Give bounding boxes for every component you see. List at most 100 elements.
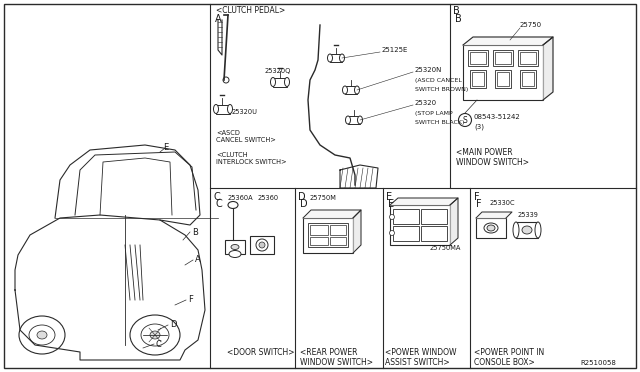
- Text: WINDOW SWITCH>: WINDOW SWITCH>: [456, 158, 529, 167]
- Ellipse shape: [328, 54, 333, 62]
- Text: R2510058: R2510058: [580, 360, 616, 366]
- Ellipse shape: [513, 222, 519, 238]
- Text: B: B: [192, 228, 198, 237]
- Polygon shape: [543, 37, 553, 100]
- Polygon shape: [390, 198, 458, 205]
- Text: <DOOR SWITCH>: <DOOR SWITCH>: [227, 348, 294, 357]
- Text: D: D: [300, 199, 308, 209]
- Bar: [463, 45, 543, 100]
- Bar: [303, 218, 353, 253]
- Text: 25750: 25750: [520, 22, 542, 28]
- Bar: [518, 50, 538, 66]
- Text: 25360A: 25360A: [228, 195, 253, 201]
- Text: SWITCH BROWN): SWITCH BROWN): [415, 87, 468, 92]
- Text: 25339: 25339: [518, 212, 539, 218]
- Polygon shape: [450, 198, 458, 245]
- Bar: [330, 54, 342, 62]
- Ellipse shape: [487, 225, 495, 231]
- Text: B: B: [455, 14, 461, 24]
- Bar: [516, 222, 538, 238]
- Polygon shape: [463, 37, 553, 45]
- Text: 25330C: 25330C: [490, 200, 516, 206]
- Ellipse shape: [19, 316, 65, 354]
- Text: <MAIN POWER: <MAIN POWER: [456, 148, 513, 157]
- Text: F: F: [476, 199, 482, 209]
- Text: E: E: [388, 199, 394, 209]
- Text: <POWER WINDOW: <POWER WINDOW: [385, 348, 456, 357]
- Text: 25750M: 25750M: [310, 195, 337, 201]
- Ellipse shape: [522, 226, 532, 234]
- Text: CONSOLE BOX>: CONSOLE BOX>: [474, 358, 535, 367]
- Ellipse shape: [29, 325, 55, 345]
- Bar: [421, 226, 447, 241]
- Ellipse shape: [358, 116, 362, 124]
- Bar: [470, 70, 486, 88]
- Bar: [250, 236, 274, 254]
- Ellipse shape: [484, 223, 498, 233]
- Bar: [522, 72, 534, 86]
- Text: <POWER POINT IN: <POWER POINT IN: [474, 348, 544, 357]
- Text: A: A: [215, 14, 221, 24]
- Text: E: E: [163, 143, 168, 152]
- Text: 25750MA: 25750MA: [430, 245, 461, 251]
- Text: (STOP LAMP: (STOP LAMP: [415, 111, 452, 116]
- Ellipse shape: [141, 324, 169, 346]
- Ellipse shape: [231, 244, 239, 250]
- Text: S: S: [463, 115, 467, 125]
- Bar: [393, 226, 419, 241]
- Circle shape: [259, 242, 265, 248]
- Bar: [330, 237, 346, 245]
- Ellipse shape: [535, 222, 541, 238]
- Ellipse shape: [130, 315, 180, 355]
- Bar: [216, 105, 230, 114]
- Ellipse shape: [271, 77, 275, 87]
- Bar: [345, 86, 357, 94]
- Bar: [348, 116, 360, 124]
- Bar: [520, 70, 536, 88]
- Bar: [273, 78, 287, 87]
- Ellipse shape: [342, 86, 348, 94]
- Ellipse shape: [227, 105, 232, 113]
- Text: (ASCD CANCEL: (ASCD CANCEL: [415, 78, 462, 83]
- Text: F: F: [188, 295, 193, 304]
- Ellipse shape: [150, 331, 160, 339]
- Text: 25125E: 25125E: [382, 47, 408, 53]
- Text: 25320U: 25320U: [232, 109, 258, 115]
- Bar: [472, 72, 484, 86]
- Ellipse shape: [355, 86, 360, 94]
- Text: C: C: [156, 340, 162, 349]
- Text: D: D: [298, 192, 306, 202]
- Text: (3): (3): [474, 124, 484, 130]
- Bar: [308, 223, 348, 247]
- Text: D: D: [170, 320, 177, 329]
- Text: 25320: 25320: [415, 100, 437, 106]
- Bar: [310, 237, 328, 245]
- Text: 25320N: 25320N: [415, 67, 442, 73]
- Ellipse shape: [285, 77, 289, 87]
- Text: 25360: 25360: [258, 195, 279, 201]
- Bar: [393, 209, 419, 224]
- Bar: [330, 225, 346, 235]
- Circle shape: [390, 231, 394, 235]
- Text: B: B: [453, 6, 460, 16]
- Bar: [495, 52, 511, 64]
- Text: SWITCH BLACK): SWITCH BLACK): [415, 120, 465, 125]
- Text: C: C: [215, 199, 221, 209]
- Bar: [493, 50, 513, 66]
- Ellipse shape: [339, 54, 344, 62]
- Ellipse shape: [228, 202, 238, 208]
- Bar: [421, 209, 447, 224]
- Circle shape: [223, 77, 229, 83]
- Text: 08543-51242: 08543-51242: [474, 114, 521, 120]
- Text: 25320Q: 25320Q: [265, 68, 291, 74]
- Polygon shape: [353, 210, 361, 253]
- Bar: [468, 50, 488, 66]
- Bar: [495, 70, 511, 88]
- Bar: [310, 225, 328, 235]
- Polygon shape: [476, 212, 512, 218]
- Bar: [476, 218, 506, 238]
- Text: F: F: [474, 192, 479, 202]
- Text: C: C: [213, 192, 220, 202]
- Text: <REAR POWER: <REAR POWER: [300, 348, 358, 357]
- Text: E: E: [386, 192, 392, 202]
